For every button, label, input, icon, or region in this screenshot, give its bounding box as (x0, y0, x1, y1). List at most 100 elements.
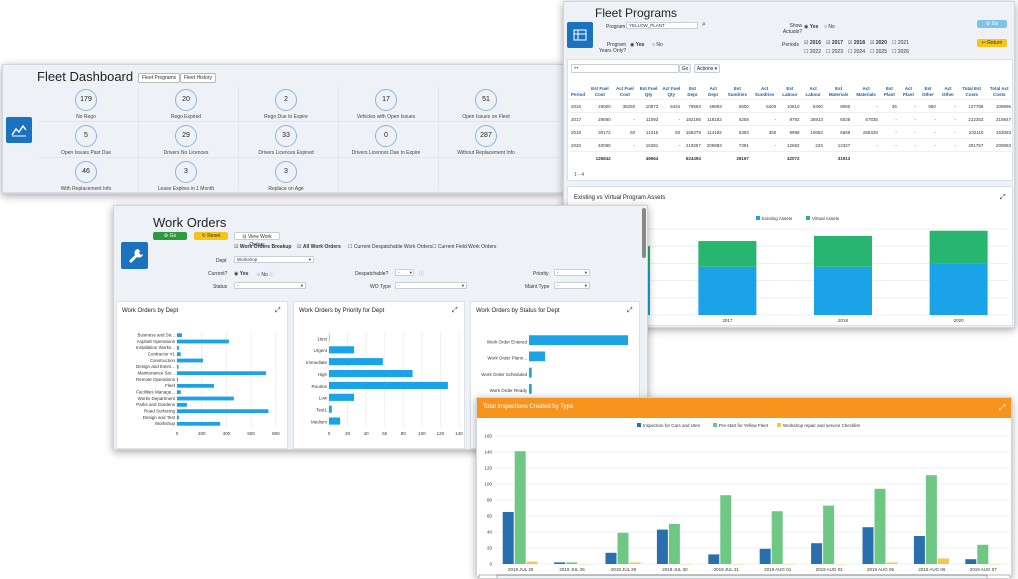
help-icon[interactable]: ⓘ (269, 272, 275, 278)
return-button[interactable]: ↩ Return (977, 39, 1007, 47)
column-header[interactable]: Act Materials (856, 86, 876, 97)
kpi-tile[interactable]: 3 Lease Expires in 1 Month (138, 161, 234, 192)
checkbox-icon: ☐ (432, 244, 437, 250)
status-select[interactable]: - ▾ (234, 282, 306, 289)
kpi-tile[interactable]: 2 Rego Due to Expire (238, 89, 334, 120)
priority-select[interactable]: - ▾ (554, 269, 590, 276)
column-header[interactable]: Est Depr (687, 86, 698, 97)
show-actuals-yes[interactable]: ◉ Yes (804, 24, 819, 30)
tick-label: 600 (247, 431, 255, 436)
go-button[interactable]: ⚙ Go (977, 20, 1007, 28)
column-header[interactable]: Est Fuel Qty (639, 86, 658, 97)
table-cell: 10692 (801, 125, 825, 139)
column-header[interactable]: Est Labour (782, 86, 798, 97)
kpi-value: 287 (475, 125, 497, 147)
expand-icon[interactable]: ⤢ (627, 307, 633, 314)
expand-icon[interactable]: ⤢ (999, 403, 1006, 412)
work-order-filter-checkbox[interactable]: ☐ Current Despatchable Work Orders (348, 244, 432, 250)
view-work-orders-button[interactable]: ⊟ View Work Orders (234, 232, 280, 248)
column-header[interactable]: Est Sundries (727, 86, 747, 97)
category-label: Test1 (316, 408, 327, 413)
column-header[interactable]: Period (571, 92, 586, 97)
tick-label: 2017 (722, 318, 733, 323)
program-years-no[interactable]: ○ No (652, 42, 663, 48)
bar (177, 390, 181, 395)
current-yes[interactable]: ◉ Yes (234, 271, 249, 277)
period-checkbox[interactable]: ☐ 2023 (826, 49, 843, 55)
column-header[interactable]: Total Est Costs (962, 86, 982, 97)
kpi-tile[interactable]: 287 Without Replacement Info (438, 125, 534, 156)
reset-button[interactable]: ↻ Reset (194, 232, 228, 240)
column-header[interactable]: Act Fuel Cost (616, 86, 634, 97)
program-years-yes[interactable]: ◉ Yes (630, 42, 645, 48)
work-order-filter-checkbox[interactable]: ☐ Current Field Work Orders (432, 244, 496, 250)
fleet-history-button[interactable]: Fleet History (180, 73, 217, 83)
status-label: Status (213, 284, 228, 290)
table-cell (958, 151, 986, 165)
report-go-button[interactable]: Go (679, 64, 691, 73)
report-search-input[interactable]: ⌕▾ (571, 64, 679, 73)
kpi-value: 51 (475, 89, 497, 111)
kpi-tile[interactable]: 5 Open Issues Past Due (38, 125, 134, 156)
table-cell: - (612, 138, 638, 152)
fleet-programs-button[interactable]: Fleet Programs (138, 73, 181, 83)
period-checkbox[interactable]: ☐ 2024 (848, 49, 865, 55)
column-header[interactable]: Act Labour (805, 86, 821, 97)
kpi-tile[interactable]: 179 No Rego (38, 89, 134, 120)
actions-menu-button[interactable]: Actions ▾ (694, 64, 720, 73)
table-cell (879, 151, 899, 165)
category-label: Parks and Gardens (136, 402, 176, 407)
go-button[interactable]: ⚙ Go (153, 232, 187, 240)
period-checkbox[interactable]: ☐ 2025 (870, 49, 887, 55)
scrollbar[interactable] (642, 208, 646, 258)
period-checkbox[interactable]: ☐ 2022 (804, 49, 821, 55)
program-input[interactable]: YELLOW_PLANT (626, 22, 698, 29)
period-checkbox[interactable]: ☐ 2026 (892, 49, 909, 55)
maint-type-select[interactable]: - ▾ (554, 282, 590, 289)
current-no[interactable]: ○ No ⓘ (257, 272, 275, 278)
work-order-filter-checkbox[interactable]: ☑ All Work Orders (297, 244, 341, 250)
column-header[interactable]: Est Other (921, 86, 934, 97)
column-header[interactable]: Act Sundries (754, 86, 775, 97)
despatchable-select[interactable]: - ▾ (395, 269, 414, 276)
kpi-tile[interactable]: 0 Drivers Licences Due to Expire (338, 125, 434, 156)
column-header[interactable]: Est Materials (828, 86, 849, 97)
table-cell: 10810 (778, 99, 802, 113)
pagination[interactable]: 1 - 4 (574, 172, 585, 178)
checkbox-icon: ☐ (892, 49, 897, 55)
kpi-tile[interactable]: 46 With Replacement Info (38, 161, 134, 192)
expand-icon[interactable]: ⤢ (275, 307, 281, 314)
kpi-tile[interactable]: 20 Rego Expired (138, 89, 234, 120)
dept-select[interactable]: Workshop ▾ (234, 256, 314, 263)
search-icon[interactable]: ⌕ (702, 21, 706, 28)
help-icon[interactable]: ⓘ (419, 271, 425, 277)
period-checkbox[interactable]: ☐ 2021 (892, 40, 909, 46)
column-header[interactable]: Est Plant (883, 86, 895, 97)
column-header[interactable]: Est Fuel Cost (591, 86, 609, 97)
tick-label: 80 (487, 498, 493, 503)
range-selector[interactable] (496, 574, 988, 578)
wo-type-select[interactable]: - ▾ (395, 282, 467, 289)
period-checkbox[interactable]: ☑ 2016 (804, 40, 821, 46)
table-cell: 291757 (958, 138, 986, 152)
kpi-tile[interactable]: 29 Drivers No Licences (138, 125, 234, 156)
expand-icon[interactable]: ⤢ (1000, 194, 1006, 201)
checkbox-label: All Work Orders (302, 244, 341, 250)
kpi-tile[interactable]: 33 Drivers Licences Expired (238, 125, 334, 156)
work-order-filter-checkbox[interactable]: ☑ Work Orders Breakup (234, 244, 291, 250)
kpi-tile[interactable]: 51 Open Issues on Fleet (438, 89, 534, 120)
column-header[interactable]: Total Act Costs (989, 86, 1009, 97)
column-header[interactable]: Act Fuel Qty (662, 86, 681, 97)
show-actuals-no[interactable]: ○ No (824, 24, 835, 30)
table-cell: - (879, 138, 899, 152)
kpi-tile[interactable]: 17 Vehicles with Open Issues (338, 89, 434, 120)
period-checkbox[interactable]: ☑ 2020 (870, 40, 887, 46)
kpi-tile[interactable]: 3 Replace on Age (238, 161, 334, 192)
expand-icon[interactable]: ⤢ (452, 307, 458, 314)
column-header[interactable]: Act Depr (708, 86, 719, 97)
column-header[interactable]: Act Other (941, 86, 954, 97)
period-checkbox[interactable]: ☑ 2017 (826, 40, 843, 46)
period-checkbox[interactable]: ☑ 2018 (848, 40, 865, 46)
column-header[interactable]: Act Plant (902, 86, 914, 97)
table-cell: 6659 (824, 125, 853, 139)
